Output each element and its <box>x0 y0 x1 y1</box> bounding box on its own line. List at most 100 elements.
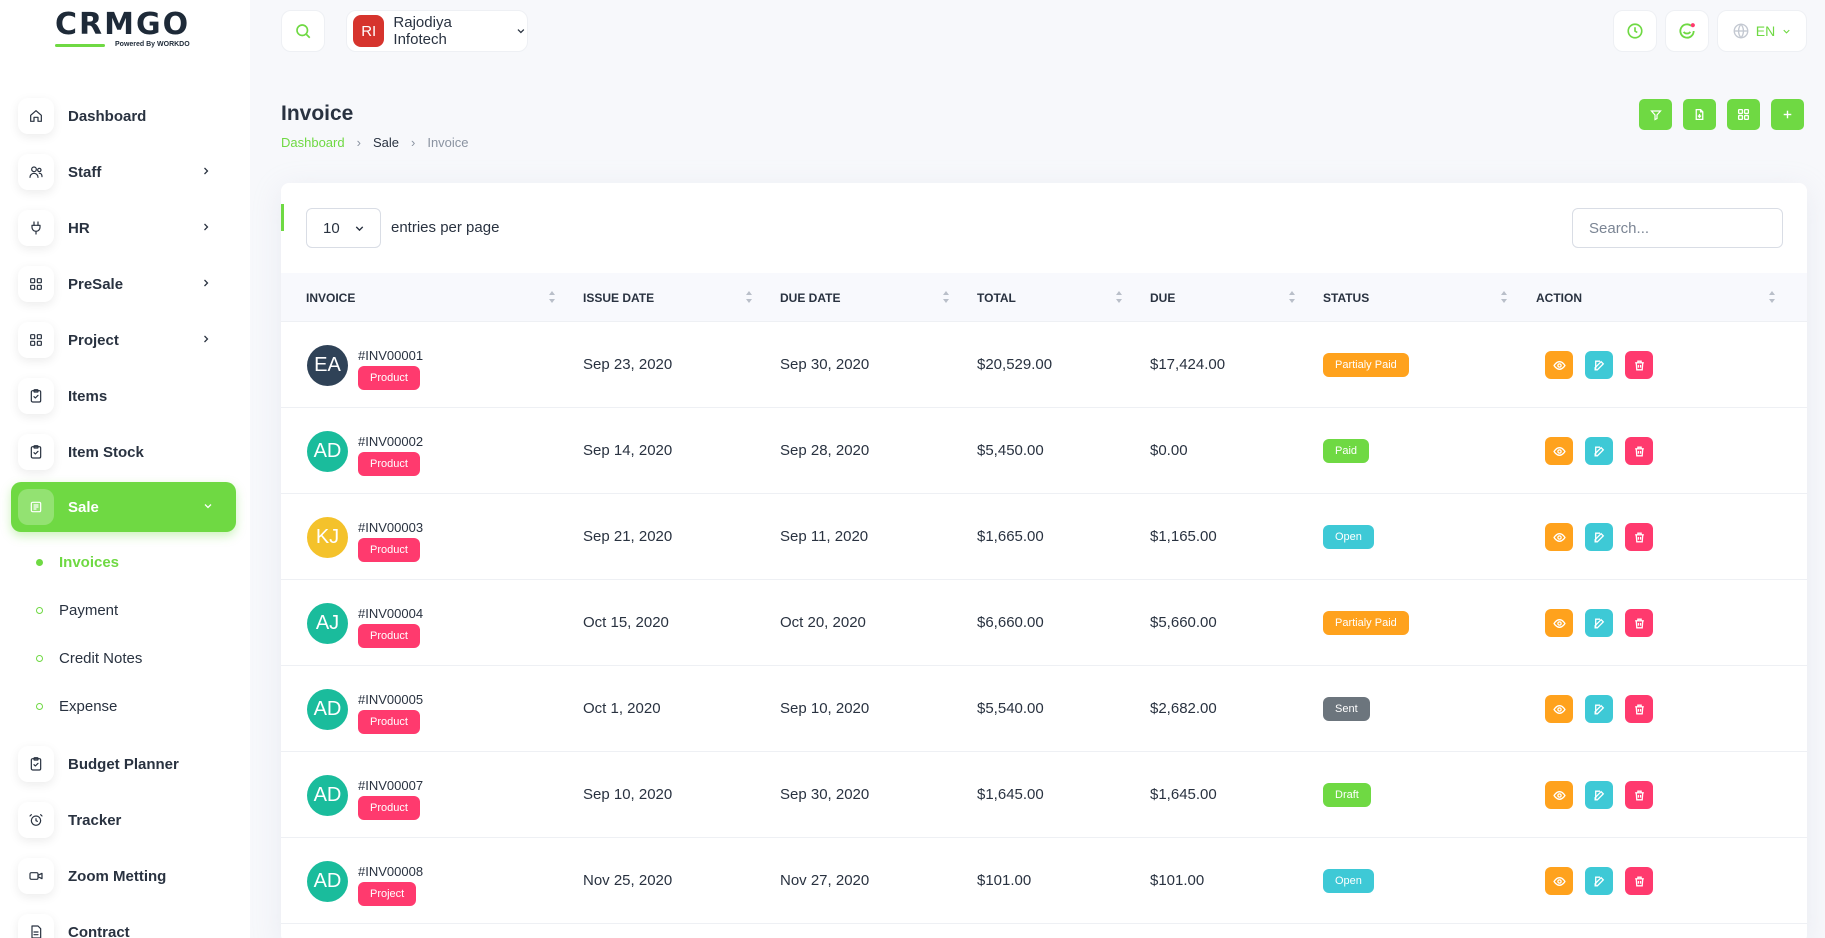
invoice-type-badge: Product <box>358 452 420 476</box>
view-button[interactable] <box>1545 523 1573 551</box>
search-button[interactable] <box>281 10 325 52</box>
table-row[interactable]: AD #INV00007 Product Sep 10, 2020 Sep 30, 20… <box>281 752 1807 838</box>
table-row[interactable]: AD #INV00005 Product Oct 1, 2020 Sep 10, 202… <box>281 666 1807 752</box>
sidebar-item-project[interactable]: Project <box>0 312 250 368</box>
edit-icon <box>1594 446 1604 456</box>
clipboard-icon <box>30 389 42 403</box>
delete-button[interactable] <box>1625 695 1653 723</box>
delete-button[interactable] <box>1625 523 1653 551</box>
export-button[interactable] <box>1683 99 1716 130</box>
messages-button[interactable] <box>1665 10 1709 52</box>
table-row[interactable]: AJ #INV00004 Product Oct 15, 2020 Oct 20, 20… <box>281 580 1807 666</box>
table-row[interactable]: EA #INV00001 Product Sep 23, 2020 Sep 30, 20… <box>281 322 1807 408</box>
company-switcher[interactable]: RI Rajodiya Infotech <box>346 10 528 52</box>
view-button[interactable] <box>1545 781 1573 809</box>
column-header-issue-date[interactable]: ISSUE DATE <box>583 273 753 322</box>
invoice-number[interactable]: #INV00005 <box>358 692 424 707</box>
company-name: Rajodiya Infotech <box>393 14 452 48</box>
sidebar-item-budget-planner[interactable]: Budget Planner <box>0 736 250 792</box>
column-header-due-date[interactable]: DUE DATE <box>780 273 950 322</box>
edit-button[interactable] <box>1585 523 1613 551</box>
sidebar-item-staff[interactable]: Staff <box>0 144 250 200</box>
chevron-right-icon <box>204 279 209 287</box>
invoice-number[interactable]: #INV00008 <box>358 864 424 879</box>
invoice-number[interactable]: #INV00003 <box>358 520 424 535</box>
create-invoice-button[interactable] <box>1771 99 1804 130</box>
search-icon <box>296 24 311 39</box>
sidebar-item-sale[interactable]: Sale <box>11 482 236 532</box>
view-button[interactable] <box>1545 437 1573 465</box>
column-header-invoice[interactable]: INVOICE <box>306 273 556 322</box>
delete-button[interactable] <box>1625 351 1653 379</box>
delete-button[interactable] <box>1625 867 1653 895</box>
page-actions <box>1639 99 1804 130</box>
issue-date: Sep 10, 2020 <box>583 786 673 803</box>
sidebar-item-item-stock[interactable]: Item Stock <box>0 424 250 480</box>
submenu-item-invoices[interactable]: Invoices <box>36 538 250 586</box>
eye-icon <box>1552 876 1566 886</box>
delete-button[interactable] <box>1625 609 1653 637</box>
invoice-number[interactable]: #INV00002 <box>358 434 424 449</box>
submenu-item-expense[interactable]: Expense <box>36 682 250 730</box>
menu-icon-wrap <box>18 378 54 414</box>
home-icon <box>30 110 42 122</box>
sidebar-item-items[interactable]: Items <box>0 368 250 424</box>
sidebar-item-tracker[interactable]: Tracker <box>0 792 250 848</box>
time-tracker-button[interactable] <box>1613 10 1657 52</box>
column-header-due[interactable]: DUE <box>1150 273 1296 322</box>
column-label: DUE <box>1150 290 1176 305</box>
edit-button[interactable] <box>1585 695 1613 723</box>
edit-button[interactable] <box>1585 867 1613 895</box>
view-button[interactable] <box>1545 351 1573 379</box>
issue-date: Sep 23, 2020 <box>583 356 673 373</box>
due-date: Sep 11, 2020 <box>780 528 869 545</box>
edit-button[interactable] <box>1585 351 1613 379</box>
invoice-number[interactable]: #INV00007 <box>358 778 424 793</box>
trash-icon <box>1634 790 1644 800</box>
column-label: INVOICE <box>306 290 356 305</box>
status-badge: Partialy Paid <box>1323 611 1409 635</box>
column-label: DUE DATE <box>780 290 841 305</box>
entries-per-page-select[interactable]: 10 <box>306 208 381 248</box>
view-button[interactable] <box>1545 609 1573 637</box>
issue-date: Sep 14, 2020 <box>583 442 673 459</box>
table-row[interactable]: AD #INV00002 Product Sep 14, 2020 Sep 28, 20… <box>281 408 1807 494</box>
sidebar-item-contract[interactable]: Contract <box>0 904 250 938</box>
view-button[interactable] <box>1545 867 1573 895</box>
edit-icon <box>1594 790 1604 800</box>
delete-button[interactable] <box>1625 437 1653 465</box>
edit-button[interactable] <box>1585 609 1613 637</box>
menu-icon-wrap <box>18 434 54 470</box>
delete-button[interactable] <box>1625 781 1653 809</box>
breadcrumb-sale[interactable]: Sale <box>372 135 399 150</box>
sidebar-menu: Dashboard Staff HR PreSale Project Items Item … <box>0 88 250 938</box>
submenu-item-credit-notes[interactable]: Credit Notes <box>36 634 250 682</box>
submenu-label: Invoices <box>59 553 120 571</box>
sidebar-item-hr[interactable]: HR <box>0 200 250 256</box>
grid-view-button[interactable] <box>1727 99 1760 130</box>
eye-icon <box>1552 790 1566 800</box>
breadcrumb-dashboard[interactable]: Dashboard <box>281 135 345 150</box>
column-header-status[interactable]: STATUS <box>1323 273 1508 322</box>
sidebar-item-label: Dashboard <box>68 107 147 125</box>
filter-button[interactable] <box>1639 99 1672 130</box>
plus-icon <box>1783 110 1792 119</box>
column-header-action[interactable]: ACTION <box>1536 273 1776 322</box>
sidebar-item-presale[interactable]: PreSale <box>0 256 250 312</box>
column-header-total[interactable]: TOTAL <box>977 273 1123 322</box>
trash-icon <box>1634 704 1644 714</box>
sidebar-item-dashboard[interactable]: Dashboard <box>0 88 250 144</box>
edit-button[interactable] <box>1585 781 1613 809</box>
sidebar-item-zoom-metting[interactable]: Zoom Metting <box>0 848 250 904</box>
invoice-number[interactable]: #INV00001 <box>358 348 424 363</box>
submenu-item-payment[interactable]: Payment <box>36 586 250 634</box>
invoice-number[interactable]: #INV00004 <box>358 606 424 621</box>
total-amount: $1,645.00 <box>977 786 1044 803</box>
brand-logo[interactable]: CRMGO Powered By WORKDO <box>55 10 205 52</box>
edit-button[interactable] <box>1585 437 1613 465</box>
view-button[interactable] <box>1545 695 1573 723</box>
table-row[interactable]: KJ #INV00003 Product Sep 21, 2020 Sep 11, 20… <box>281 494 1807 580</box>
language-selector[interactable]: EN <box>1717 10 1807 52</box>
table-search-input[interactable] <box>1572 208 1783 248</box>
table-row[interactable]: AD #INV00008 Project Nov 25, 2020 Nov 27, 20… <box>281 838 1807 924</box>
